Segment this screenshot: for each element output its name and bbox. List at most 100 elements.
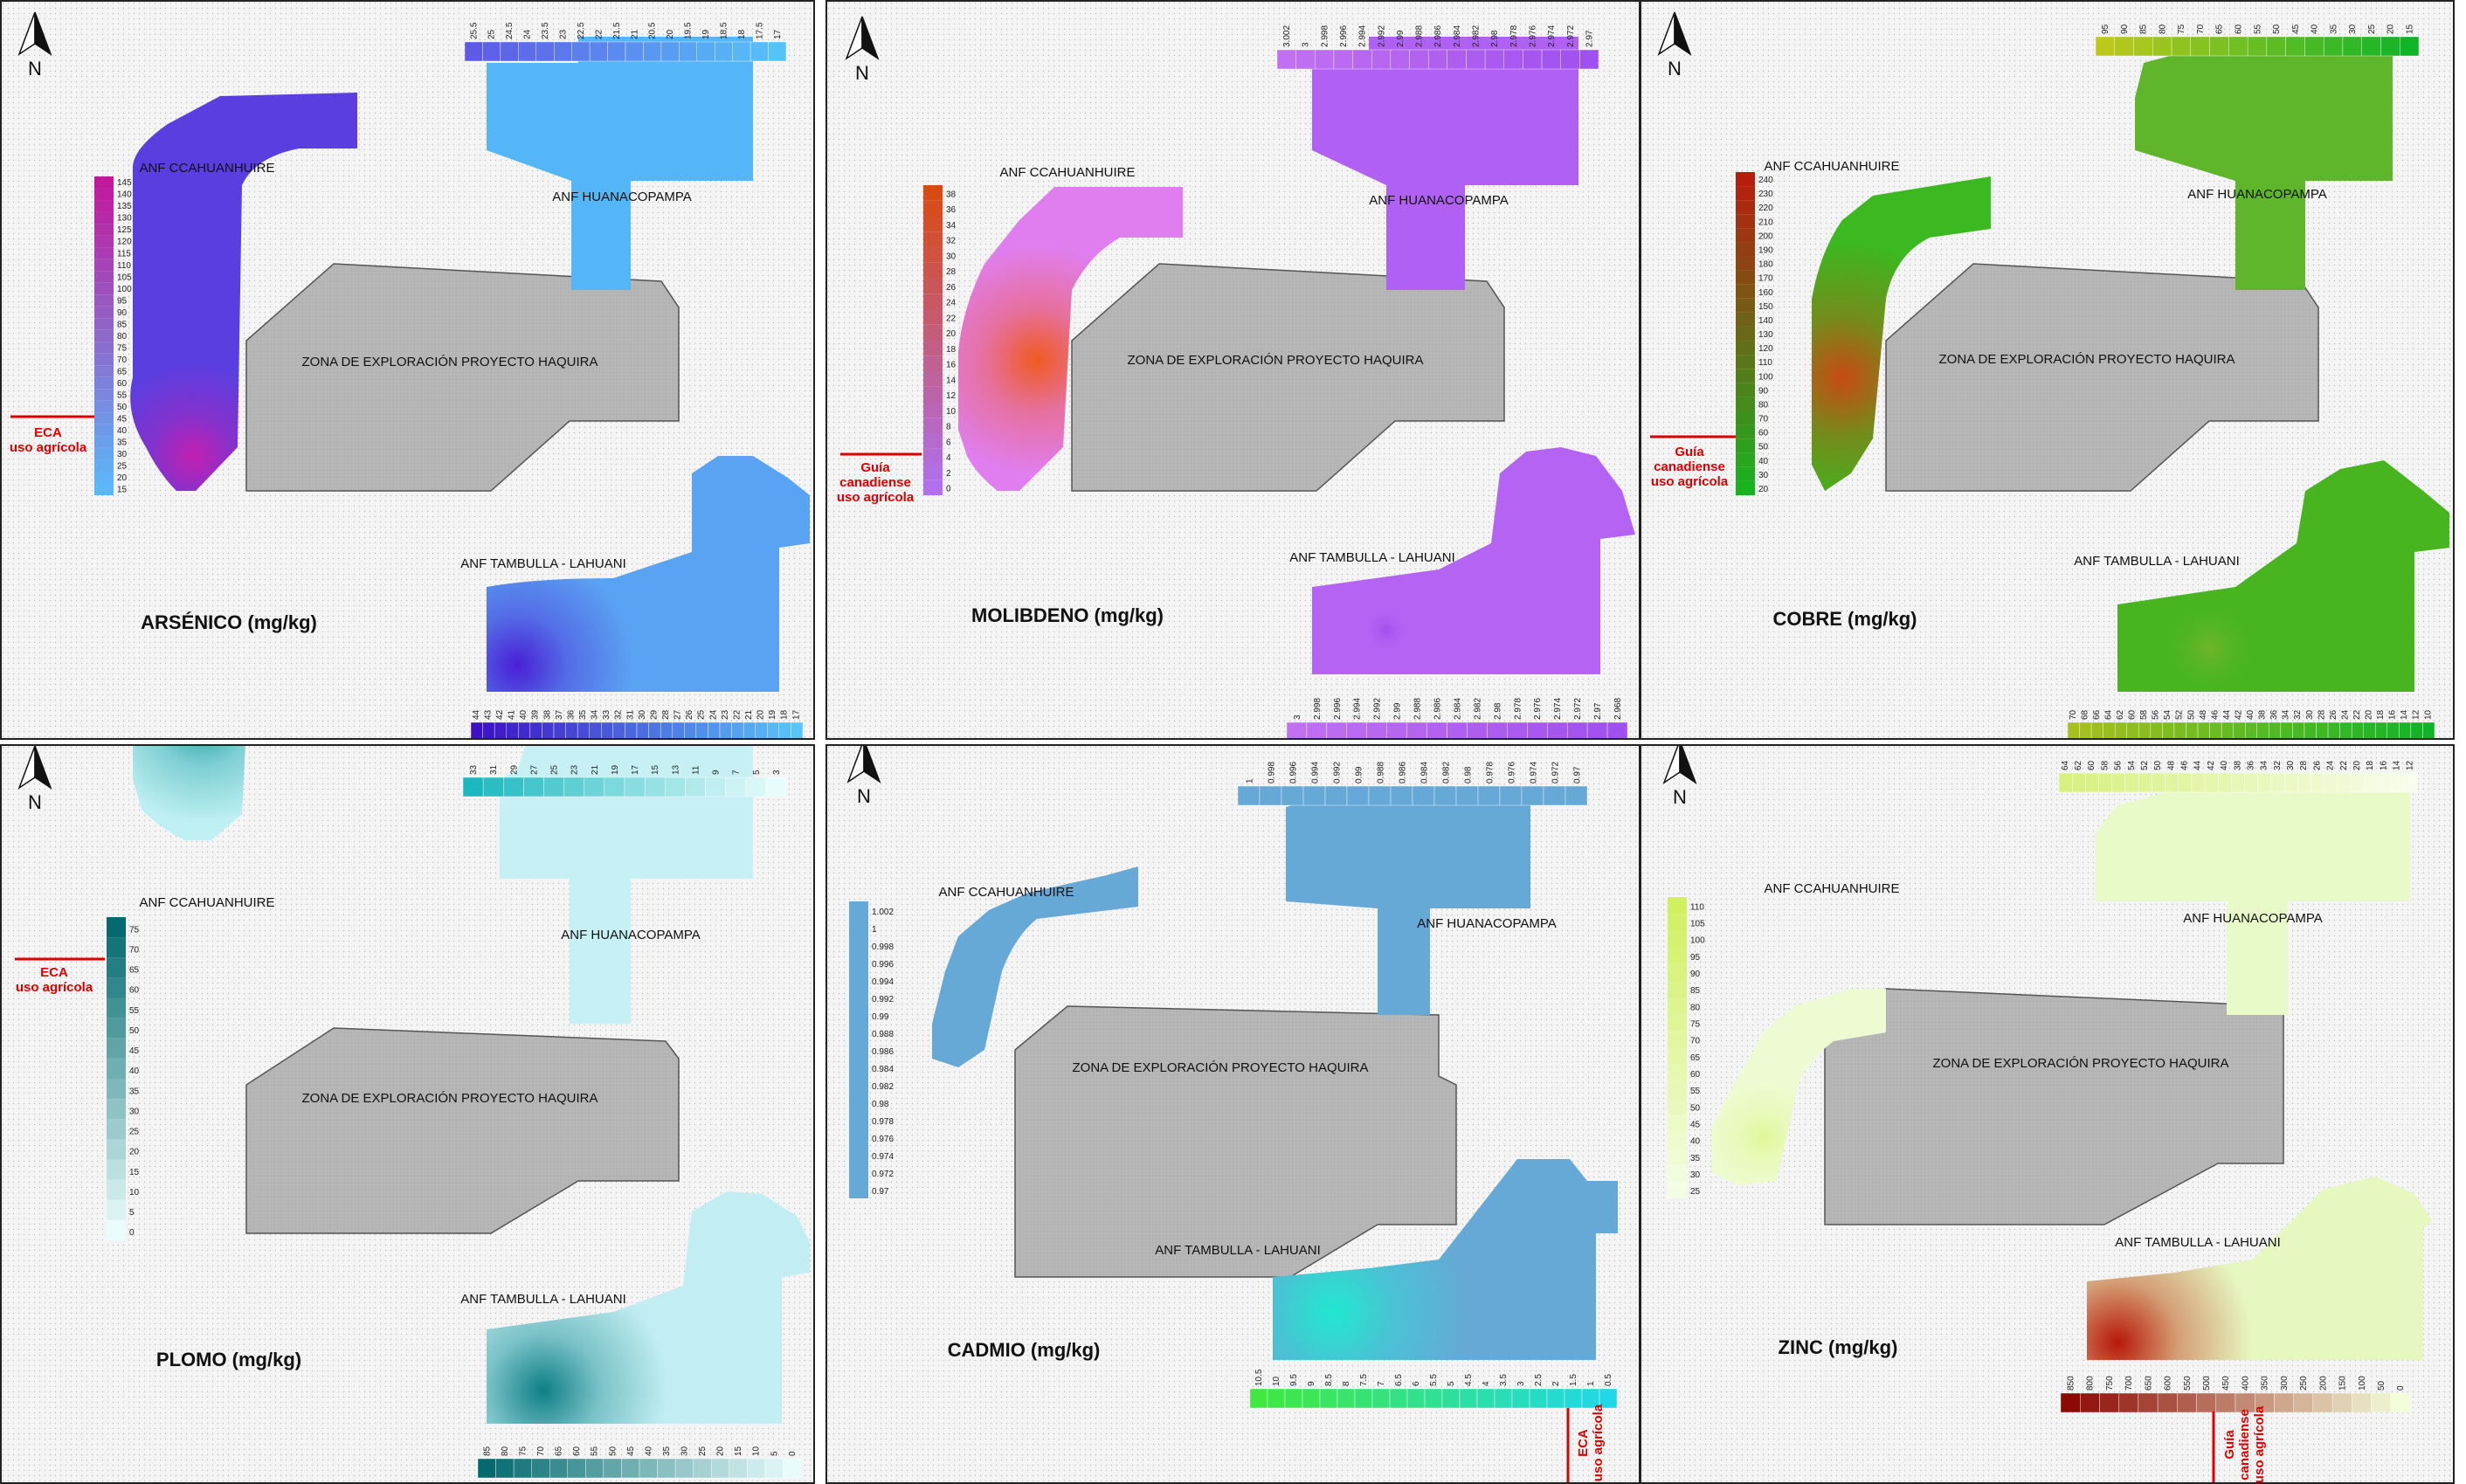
legend-swatch [923, 340, 943, 356]
legend-swatch [1487, 721, 1508, 738]
legend-swatch [1390, 49, 1410, 70]
legend-tick: 7.5 [1359, 1374, 1369, 1386]
legend-tick: 54 [2127, 760, 2137, 770]
tambulla-area [1273, 1159, 1618, 1360]
legend-tick: 12 [946, 391, 957, 401]
legend-swatch [923, 185, 943, 201]
legend-swatch [1606, 721, 1628, 738]
legend-swatch [1352, 49, 1372, 70]
legend-swatch [565, 721, 578, 738]
legend-tick: 2.976 [1533, 698, 1543, 720]
legend-tick: 2.994 [1358, 25, 1368, 47]
legend-tick: 10 [2423, 709, 2433, 720]
legend-tick: 66 [2092, 709, 2102, 720]
legend-swatch [1579, 49, 1599, 70]
legend-swatch [482, 41, 501, 62]
legend-swatch [577, 721, 590, 738]
legend-tick: 48 [2199, 709, 2208, 720]
legend-tick: 2.984 [1453, 25, 1462, 47]
guide-label: ECA [34, 425, 62, 440]
legend-tick: 50 [2377, 1380, 2387, 1391]
legend-tick: 29 [509, 764, 519, 775]
legend-tick: 2.996 [1339, 25, 1349, 47]
legend-tick: 23 [570, 764, 580, 775]
legend-swatch [2098, 772, 2112, 793]
legend-tick: 18 [2376, 709, 2386, 720]
legend-swatch [2133, 36, 2153, 57]
legend-swatch [518, 41, 536, 62]
huanacopampa-area [1312, 37, 1578, 290]
legend-tick: 9 [712, 770, 722, 775]
legend-tick: 40 [2311, 24, 2320, 34]
legend-tick: 38 [542, 709, 552, 720]
legend-tick: 60 [572, 1446, 582, 1456]
legend-swatch [2060, 1392, 2081, 1413]
label-ccahuanhuire: ANF CCAHUANHUIRE [938, 885, 1074, 900]
zona-exploracion-area [1071, 263, 1505, 492]
legend-swatch [2316, 721, 2329, 738]
legend-swatch [94, 436, 114, 448]
legend-swatch [1668, 1014, 1687, 1032]
legend-tick: 0.996 [1288, 762, 1298, 783]
legend-swatch [571, 41, 591, 62]
legend-tick: 21 [630, 29, 639, 39]
legend-tick: 0.98 [872, 1100, 889, 1109]
legend-tick: 190 [1758, 246, 1773, 256]
legend-swatch [1546, 1388, 1565, 1409]
legend-tick: 38 [946, 190, 957, 199]
legend-swatch [1564, 1388, 1583, 1409]
legend-swatch [743, 721, 756, 738]
legend-tick: 30 [638, 709, 647, 720]
legend-swatch [1529, 1388, 1548, 1409]
legend-swatch [470, 721, 483, 738]
guide-label: uso agrícola [1591, 1404, 1606, 1481]
label-zona-exploracion: ZONA DE EXPLORACIÓN PROYECTO HAQUIRA [1939, 352, 2235, 367]
zona-exploracion-area [1824, 988, 2284, 1225]
legend-swatch [1736, 284, 1755, 299]
legend-tick: 37 [555, 709, 564, 720]
legend-tick: 15 [117, 486, 128, 495]
legend-swatch [1566, 721, 1588, 738]
north-arrow-icon [1662, 746, 1697, 784]
legend-swatch [2209, 721, 2222, 738]
legend-tick: 4 [1482, 1381, 1491, 1386]
legend-tick: 36 [2246, 760, 2255, 770]
legend-tick: 1 [872, 925, 877, 935]
legend-swatch [107, 1179, 126, 1200]
legend-swatch [2067, 721, 2080, 738]
legend-tick: 35 [578, 709, 588, 720]
legend-swatch [2138, 772, 2152, 793]
legend-swatch [1668, 947, 1687, 964]
legend-swatch [1389, 1388, 1408, 1409]
north-arrow-icon [846, 746, 881, 783]
legend-tick: 0.986 [872, 1047, 894, 1057]
map-panel-zinc: ANF CCAHUANHUIRE ANF HUANACOPAMPA ZONA DE … [1640, 744, 2455, 1484]
legend-tick: 19 [768, 709, 777, 720]
legend-swatch [2403, 772, 2418, 793]
legend-swatch [1286, 721, 1308, 738]
legend-swatch [107, 1119, 126, 1140]
legend-swatch [1259, 785, 1282, 806]
guide-label: uso agrícola [16, 980, 93, 995]
legend-tick: 35 [1690, 1154, 1701, 1163]
legend-swatch [715, 41, 733, 62]
zona-exploracion-area [1885, 263, 2319, 492]
legend-swatch [1736, 424, 1755, 439]
legend-swatch [2256, 721, 2269, 738]
legend-swatch [2162, 721, 2175, 738]
legend-swatch [767, 721, 780, 738]
legend-tick: 130 [1758, 330, 1773, 340]
legend-swatch [567, 1458, 586, 1479]
legend-swatch [923, 433, 943, 449]
legend-swatch [94, 200, 114, 212]
legend-swatch [2221, 721, 2234, 738]
legend-swatch [621, 1458, 640, 1479]
legend-tick: 140 [1758, 316, 1773, 326]
legend-tick: 85 [482, 1446, 492, 1456]
guide-label: Guía [860, 460, 890, 475]
legend-tick: 95 [2101, 24, 2110, 34]
legend-swatch [1736, 466, 1755, 481]
legend-tick: 65 [2215, 24, 2225, 34]
legend-tick: 45 [626, 1446, 636, 1456]
legend-swatch [1668, 1164, 1687, 1182]
